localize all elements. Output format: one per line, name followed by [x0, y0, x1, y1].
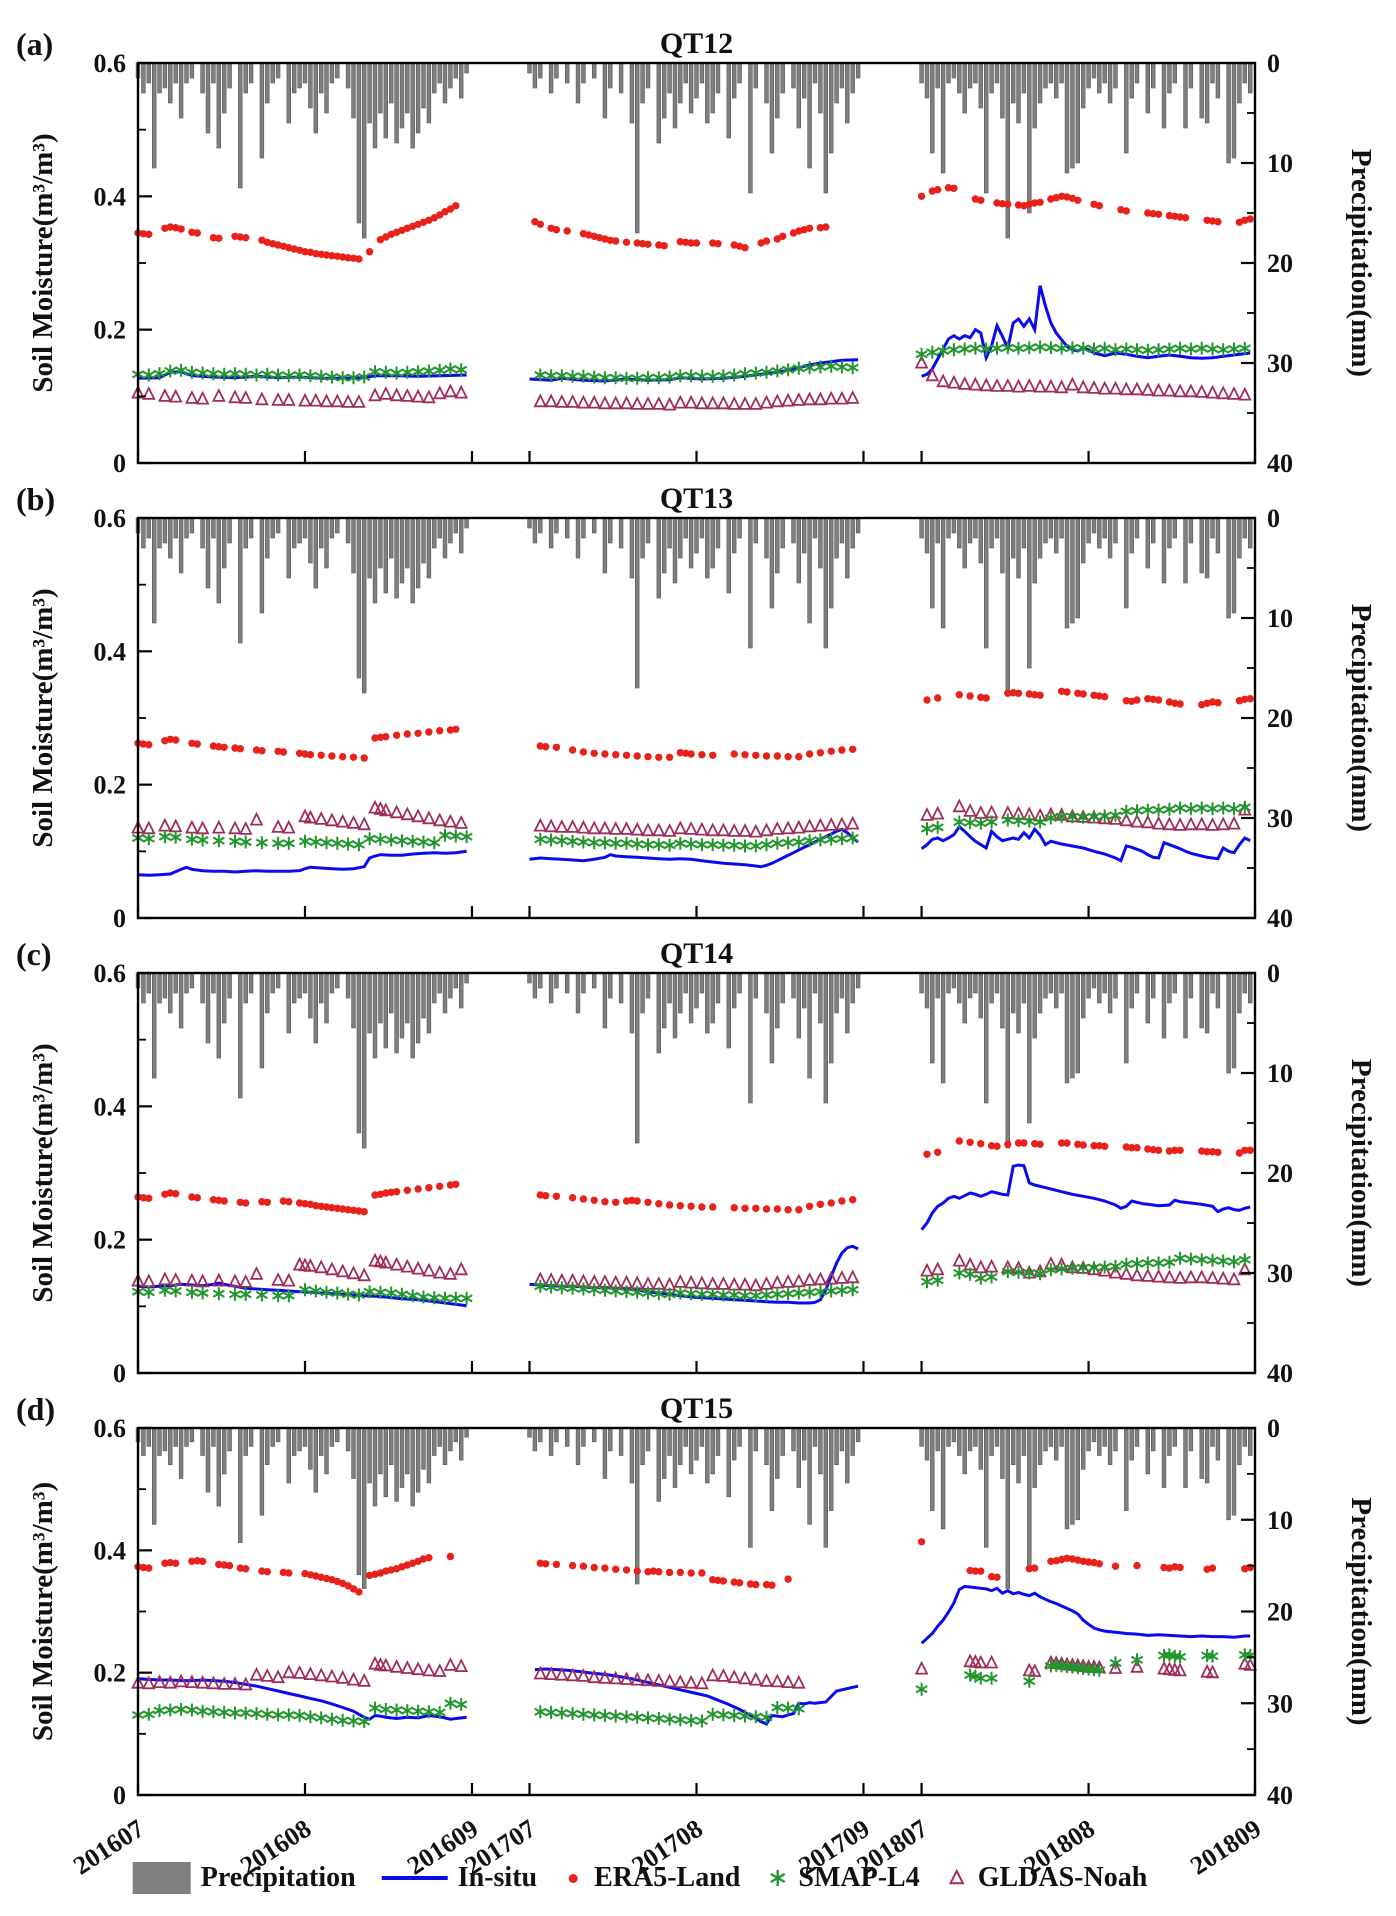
gldas-triangle-icon	[948, 1868, 965, 1885]
svg-text:40: 40	[1267, 1359, 1293, 1388]
svg-text:(b): (b)	[16, 481, 55, 517]
svg-text:QT13: QT13	[660, 482, 733, 515]
svg-text:0: 0	[1267, 49, 1280, 78]
svg-text:40: 40	[1267, 904, 1293, 933]
era5-markers	[134, 184, 1254, 263]
gldas-markers	[131, 354, 1252, 411]
svg-text:10: 10	[1267, 1506, 1293, 1535]
svg-text:10: 10	[1267, 1059, 1293, 1088]
panel-QT15: 0 0.2 0.4 0.6 0 10 20 30 40 (d) QT15 Soil Moisture(…	[16, 1391, 1377, 1881]
era5-markers	[134, 687, 1254, 762]
svg-text:Soil Moisture(m³/m³): Soil Moisture(m³/m³)	[27, 1043, 59, 1302]
era5-dot-icon	[569, 1873, 579, 1883]
svg-text:0.6: 0.6	[94, 1414, 127, 1443]
svg-text:0: 0	[1267, 1414, 1280, 1443]
era5-markers	[134, 1538, 1254, 1596]
legend-item-smap: SMAP-L4	[766, 1862, 920, 1894]
smap-markers	[131, 1251, 1251, 1305]
svg-text:0.6: 0.6	[94, 959, 127, 988]
svg-text:0: 0	[1267, 504, 1280, 533]
svg-text:0: 0	[113, 1359, 126, 1388]
svg-text:Soil Moisture(m³/m³): Soil Moisture(m³/m³)	[27, 588, 59, 847]
precip-bars	[135, 972, 1253, 1149]
svg-text:QT14: QT14	[660, 937, 733, 970]
svg-text:0.4: 0.4	[94, 637, 127, 666]
svg-text:QT12: QT12	[660, 27, 733, 60]
legend-label-precipitation: Precipitation	[200, 1862, 356, 1893]
panel-QT14: 0 0.2 0.4 0.6 0 10 20 30 40 (c) QT14 Soil Moisture(…	[16, 936, 1377, 1388]
svg-text:0.6: 0.6	[94, 49, 127, 78]
svg-text:Precipitation(mm): Precipitation(mm)	[1345, 149, 1377, 377]
svg-text:10: 10	[1267, 149, 1293, 178]
svg-text:30: 30	[1267, 349, 1293, 378]
svg-text:30: 30	[1267, 1689, 1293, 1718]
precip-bars	[135, 517, 1253, 694]
panel-QT13: 0 0.2 0.4 0.6 0 10 20 30 40 (b) QT13 Soil Moisture(…	[16, 481, 1377, 933]
svg-text:30: 30	[1267, 1259, 1293, 1288]
svg-text:30: 30	[1267, 804, 1293, 833]
svg-text:Precipitation(mm): Precipitation(mm)	[1345, 604, 1377, 832]
legend-item-insitu: In-situ	[381, 1862, 538, 1894]
svg-text:0.4: 0.4	[94, 182, 127, 211]
svg-text:40: 40	[1267, 1781, 1293, 1810]
svg-text:0.2: 0.2	[94, 1659, 127, 1688]
svg-text:20: 20	[1267, 1159, 1293, 1188]
svg-text:0.4: 0.4	[94, 1092, 127, 1121]
insitu-line	[137, 1584, 1251, 1726]
precip-bars	[135, 62, 1253, 239]
svg-text:0: 0	[1267, 959, 1280, 988]
legend-label-era5: ERA5-Land	[594, 1862, 741, 1893]
svg-text:0.4: 0.4	[94, 1536, 127, 1565]
svg-text:40: 40	[1267, 449, 1293, 478]
svg-text:0.2: 0.2	[94, 316, 127, 345]
svg-text:QT15: QT15	[660, 1392, 733, 1425]
svg-text:0.2: 0.2	[94, 1226, 127, 1255]
legend: Precipitation In-situ ERA5-Land SMAP-L4 …	[132, 1862, 1148, 1894]
svg-text:Precipitation(mm): Precipitation(mm)	[1345, 1059, 1377, 1287]
legend-label-smap: SMAP-L4	[798, 1862, 920, 1893]
svg-text:20: 20	[1267, 704, 1293, 733]
insitu-line-icon	[381, 1876, 448, 1880]
svg-text:Soil Moisture(m³/m³): Soil Moisture(m³/m³)	[27, 133, 59, 392]
svg-text:(d): (d)	[16, 1391, 55, 1427]
smap-markers	[131, 800, 1251, 853]
legend-item-precipitation: Precipitation	[132, 1862, 356, 1894]
svg-text:0.6: 0.6	[94, 504, 127, 533]
svg-text:Precipitation(mm): Precipitation(mm)	[1345, 1497, 1377, 1725]
svg-text:(c): (c)	[16, 936, 52, 972]
panel-QT12: 0 0.2 0.4 0.6 0 10 20 30 40 (a) QT12 Soil Moisture(…	[16, 26, 1377, 478]
gldas-markers	[131, 1653, 1258, 1691]
legend-item-era5: ERA5-Land	[563, 1862, 740, 1894]
svg-text:10: 10	[1267, 604, 1293, 633]
svg-text:20: 20	[1267, 1598, 1293, 1627]
smap-markers	[131, 340, 1251, 385]
svg-text:(a): (a)	[16, 26, 53, 62]
svg-text:Soil Moisture(m³/m³): Soil Moisture(m³/m³)	[27, 1482, 59, 1741]
legend-label-gldas: GLDAS-Noah	[977, 1862, 1148, 1893]
svg-text:0: 0	[113, 449, 126, 478]
svg-text:0.2: 0.2	[94, 771, 127, 800]
svg-text:20: 20	[1267, 249, 1293, 278]
legend-label-insitu: In-situ	[457, 1862, 538, 1893]
legend-item-gldas: GLDAS-Noah	[946, 1862, 1148, 1894]
svg-text:201809: 201809	[1185, 1814, 1266, 1881]
svg-text:0: 0	[113, 904, 126, 933]
precipitation-bar-icon	[132, 1862, 191, 1894]
smap-asterisk-icon	[769, 1870, 785, 1886]
insitu-line	[137, 285, 1251, 383]
era5-markers	[134, 1137, 1254, 1216]
svg-text:0: 0	[113, 1781, 126, 1810]
